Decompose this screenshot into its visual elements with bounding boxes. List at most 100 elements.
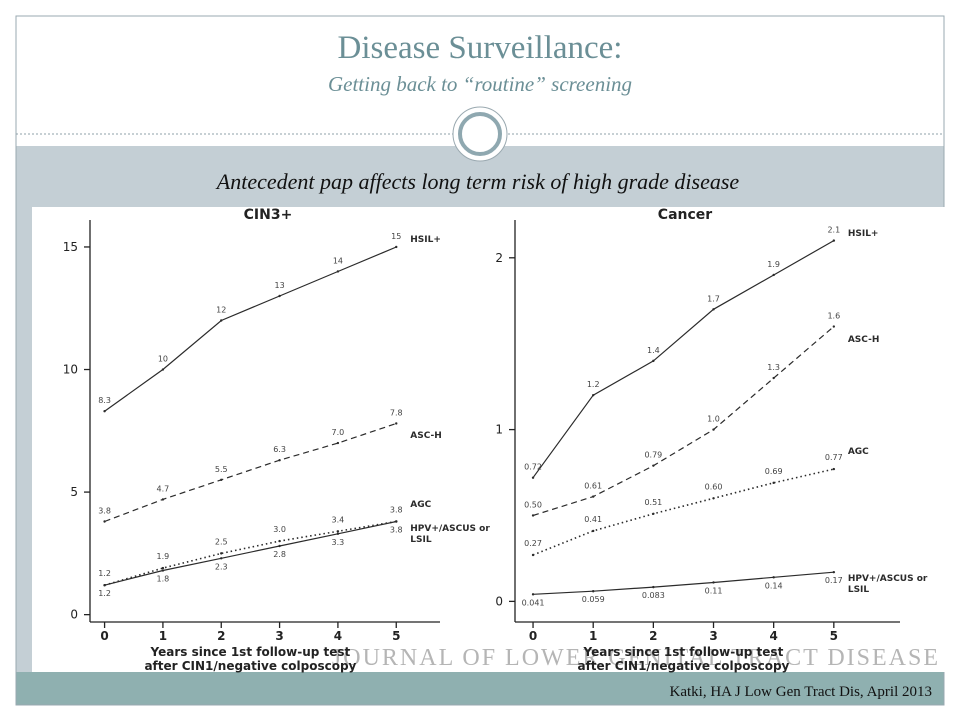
data-label: 0.041 xyxy=(522,598,545,607)
data-label: 5.5 xyxy=(215,465,228,474)
data-label: 13 xyxy=(274,281,284,290)
data-label: 0.50 xyxy=(524,500,542,509)
series-line xyxy=(104,422,397,523)
data-label: 2.1 xyxy=(827,226,840,235)
y-tick-label: 0 xyxy=(70,608,78,622)
point xyxy=(832,325,836,328)
point xyxy=(652,359,655,363)
data-label: 6.3 xyxy=(273,445,286,454)
watermark: JOURNAL OF LOWER GENITAL TRACT DISEASE xyxy=(332,645,940,671)
series-line xyxy=(532,240,835,479)
footer-band xyxy=(16,672,944,705)
point xyxy=(220,319,223,322)
x-tick-label: 4 xyxy=(334,629,342,643)
data-label: 0.77 xyxy=(825,453,843,462)
x-tick-label: 5 xyxy=(392,629,400,643)
data-label: 0.79 xyxy=(644,451,662,460)
x-axis-label: Years since 1st follow-up test xyxy=(150,645,351,659)
series-name-text: HSIL+ xyxy=(410,234,441,245)
citation: Katki, HA J Low Gen Tract Dis, April 201… xyxy=(670,684,933,700)
data-label: 0.69 xyxy=(765,467,783,476)
point xyxy=(220,552,223,555)
point xyxy=(832,570,836,574)
series-line xyxy=(532,571,834,595)
y-tick-label: 1 xyxy=(495,423,503,437)
data-label: 3.4 xyxy=(332,515,345,524)
series-name: ASC-H xyxy=(848,335,880,345)
x-tick-label: 0 xyxy=(100,629,108,643)
y-tick-label: 0 xyxy=(495,594,503,608)
data-label: 0.083 xyxy=(642,591,665,600)
x-tick-label: 1 xyxy=(159,629,167,643)
point xyxy=(278,539,281,543)
point xyxy=(395,422,398,425)
series-name: HSIL+ xyxy=(847,228,879,239)
point xyxy=(652,464,655,467)
data-label: 1.9 xyxy=(767,260,780,269)
x-tick-label: 1 xyxy=(589,629,597,643)
point xyxy=(278,459,281,462)
data-label: 2.5 xyxy=(215,537,228,546)
point xyxy=(592,590,595,593)
point xyxy=(103,409,106,413)
x-axis-label: Years since 1st follow-up test xyxy=(583,645,784,659)
point xyxy=(712,308,715,311)
point xyxy=(531,593,535,596)
data-label: 14 xyxy=(333,256,343,265)
point xyxy=(652,585,655,589)
data-label: 0.61 xyxy=(584,482,602,491)
data-label: 1.2 xyxy=(587,380,600,389)
data-label: 2.8 xyxy=(273,550,286,559)
data-label: 1.9 xyxy=(157,552,170,561)
series-name: HPV+/ASCUS or LSIL xyxy=(848,574,928,595)
point xyxy=(712,581,715,584)
data-label: 1.4 xyxy=(647,346,660,355)
point xyxy=(161,569,165,572)
point xyxy=(652,512,655,515)
series-name-text: AGC xyxy=(847,447,869,458)
x-tick-label: 3 xyxy=(275,629,283,643)
point xyxy=(531,476,535,479)
point xyxy=(336,530,340,533)
y-tick-label: 5 xyxy=(70,485,78,499)
series-name-text: AGC xyxy=(410,499,432,510)
data-label: 0.17 xyxy=(825,576,843,585)
y-tick-label: 15 xyxy=(63,240,78,254)
point xyxy=(592,495,595,498)
series-line xyxy=(532,468,834,556)
series-name: HSIL+ xyxy=(410,234,441,245)
point xyxy=(772,481,775,485)
data-label: 0.27 xyxy=(524,539,542,548)
x-tick-label: 5 xyxy=(830,629,838,643)
x-tick-label: 0 xyxy=(529,629,537,643)
y-tick-label: 10 xyxy=(63,363,78,377)
data-label: 1.7 xyxy=(707,294,720,303)
point xyxy=(161,566,165,570)
slide-subtitle: Getting back to “routine” screening xyxy=(328,72,632,96)
data-label: 2.3 xyxy=(215,562,228,571)
heading: Antecedent pap affects long term risk of… xyxy=(215,169,740,194)
point xyxy=(832,239,836,242)
point xyxy=(592,394,595,397)
data-label: 10 xyxy=(158,355,168,364)
x-tick-label: 2 xyxy=(217,629,225,643)
point xyxy=(278,294,281,298)
series-name: HPV+/ASCUS or LSIL xyxy=(410,524,490,545)
chart-title: CIN3+ xyxy=(244,207,293,223)
data-label: 0.41 xyxy=(584,515,602,524)
data-label: 1.2 xyxy=(98,569,111,578)
data-label: 0.60 xyxy=(705,482,723,491)
series-name-text: HSIL+ xyxy=(847,228,879,239)
figure-area xyxy=(32,207,945,672)
point xyxy=(336,270,340,273)
data-label: 1.3 xyxy=(767,363,780,372)
point xyxy=(531,514,535,517)
series-name: AGC xyxy=(847,447,869,458)
data-label: 1.8 xyxy=(157,575,170,584)
ornament-inner xyxy=(458,112,502,156)
point xyxy=(103,584,106,587)
point xyxy=(531,553,535,557)
point xyxy=(336,441,340,445)
point xyxy=(395,520,398,523)
